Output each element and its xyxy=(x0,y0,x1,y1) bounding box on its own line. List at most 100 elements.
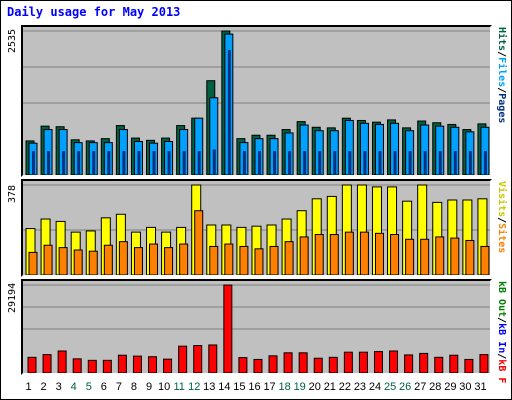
plot-kbytes xyxy=(23,284,490,373)
bar-kbf-13 xyxy=(208,344,218,373)
panel-hits-files-pages xyxy=(21,25,492,177)
legend-pages: Pages xyxy=(496,93,507,124)
bar-kbf-19 xyxy=(298,352,308,373)
bar-pages-31 xyxy=(483,151,487,175)
legend-files: Files xyxy=(496,57,507,88)
bar-kbf-20 xyxy=(313,357,323,373)
day-label: 16 xyxy=(248,381,261,393)
bar-kbf-26 xyxy=(404,354,414,373)
bar-kbf-16 xyxy=(253,358,263,373)
bar-kbf-30 xyxy=(464,358,474,373)
bar-visits-29 xyxy=(447,199,458,275)
bar-pages-21 xyxy=(333,151,337,175)
bar-pages-29 xyxy=(453,151,457,175)
day-label: 9 xyxy=(145,381,153,393)
bar-files-19 xyxy=(299,124,309,175)
bar-sites-22 xyxy=(344,231,354,275)
plot-visits-sites xyxy=(23,184,490,275)
bar-pages-20 xyxy=(318,151,322,175)
bar-sites-29 xyxy=(450,237,460,275)
day-label: 22 xyxy=(338,381,351,393)
legend-kbout: kB Out xyxy=(496,281,507,318)
bar-kbf-1 xyxy=(27,356,37,373)
day-label: 23 xyxy=(353,381,367,393)
bar-pages-13 xyxy=(212,149,216,175)
bar-sites-20 xyxy=(314,234,324,275)
bar-sites-8 xyxy=(133,247,143,275)
bar-kbf-21 xyxy=(328,356,338,373)
bar-pages-28 xyxy=(438,151,442,175)
legend-sites: Sites xyxy=(496,223,507,254)
bar-pages-22 xyxy=(348,151,352,175)
bar-pages-2 xyxy=(47,151,51,175)
bar-pages-10 xyxy=(167,151,171,175)
day-label: 17 xyxy=(263,381,276,393)
day-label: 27 xyxy=(414,381,427,393)
day-label: 25 xyxy=(383,381,397,393)
bar-pages-17 xyxy=(273,151,277,175)
day-label: 18 xyxy=(278,381,291,393)
day-label: 11 xyxy=(173,381,185,393)
day-label: 26 xyxy=(399,381,412,393)
day-label: 1 xyxy=(25,381,32,393)
bar-kbf-8 xyxy=(132,355,142,373)
day-label: 24 xyxy=(368,381,382,393)
legend-kbin: kB In xyxy=(496,323,507,354)
bar-pages-12 xyxy=(197,151,201,175)
bar-visits-23 xyxy=(356,184,367,275)
bar-kbf-31 xyxy=(479,354,489,373)
bar-sites-9 xyxy=(149,243,159,275)
legend-kbf: kB F xyxy=(496,359,507,384)
bar-sites-5 xyxy=(88,250,98,275)
bar-files-13 xyxy=(209,97,219,175)
bar-pages-16 xyxy=(257,151,261,175)
y-max-label-bot: 29194 xyxy=(7,282,18,313)
day-label: 4 xyxy=(70,381,77,393)
bar-pages-11 xyxy=(182,151,186,175)
bar-sites-24 xyxy=(374,232,384,275)
bar-kbf-23 xyxy=(358,351,368,373)
bar-kbf-5 xyxy=(87,359,97,373)
legend-top: Hits/Files/Pages xyxy=(496,27,507,123)
day-label: 10 xyxy=(157,381,171,393)
bar-kbf-17 xyxy=(268,355,278,373)
bar-pages-1 xyxy=(32,151,35,175)
day-label: 31 xyxy=(474,381,487,393)
bar-sites-17 xyxy=(269,245,279,275)
bar-kbf-3 xyxy=(57,350,67,373)
bar-sites-10 xyxy=(164,247,174,275)
day-label: 21 xyxy=(323,381,336,393)
bar-files-27 xyxy=(420,124,430,175)
bar-pages-3 xyxy=(62,151,66,175)
bar-kbf-11 xyxy=(178,345,188,373)
bar-sites-16 xyxy=(254,248,264,275)
day-label: 30 xyxy=(459,381,472,393)
bar-sites-23 xyxy=(359,231,369,275)
bar-pages-7 xyxy=(122,151,126,175)
bar-kbf-10 xyxy=(163,358,173,373)
bar-sites-11 xyxy=(179,243,189,275)
day-label: 6 xyxy=(100,381,107,393)
bar-sites-4 xyxy=(73,249,83,275)
bar-pages-24 xyxy=(378,151,382,175)
bar-pages-14 xyxy=(227,50,231,175)
bar-kbf-27 xyxy=(419,352,429,373)
bar-pages-30 xyxy=(468,151,472,175)
bar-pages-23 xyxy=(363,151,367,175)
bar-kbf-22 xyxy=(343,351,353,373)
bar-kbf-12 xyxy=(193,345,203,373)
legend-mid: Visits/Sites xyxy=(496,181,507,253)
bar-pages-5 xyxy=(92,151,96,175)
plot-hits-files-pages xyxy=(23,30,490,175)
bar-sites-12 xyxy=(194,210,204,275)
bar-pages-8 xyxy=(137,151,141,175)
day-label: 7 xyxy=(115,381,122,393)
bar-pages-27 xyxy=(423,151,427,175)
day-label: 14 xyxy=(218,381,231,393)
bar-pages-6 xyxy=(107,151,111,175)
bar-pages-15 xyxy=(242,151,246,175)
day-label: 3 xyxy=(55,381,62,393)
day-label: 13 xyxy=(203,381,216,393)
legend-visits: Visits xyxy=(496,181,507,218)
